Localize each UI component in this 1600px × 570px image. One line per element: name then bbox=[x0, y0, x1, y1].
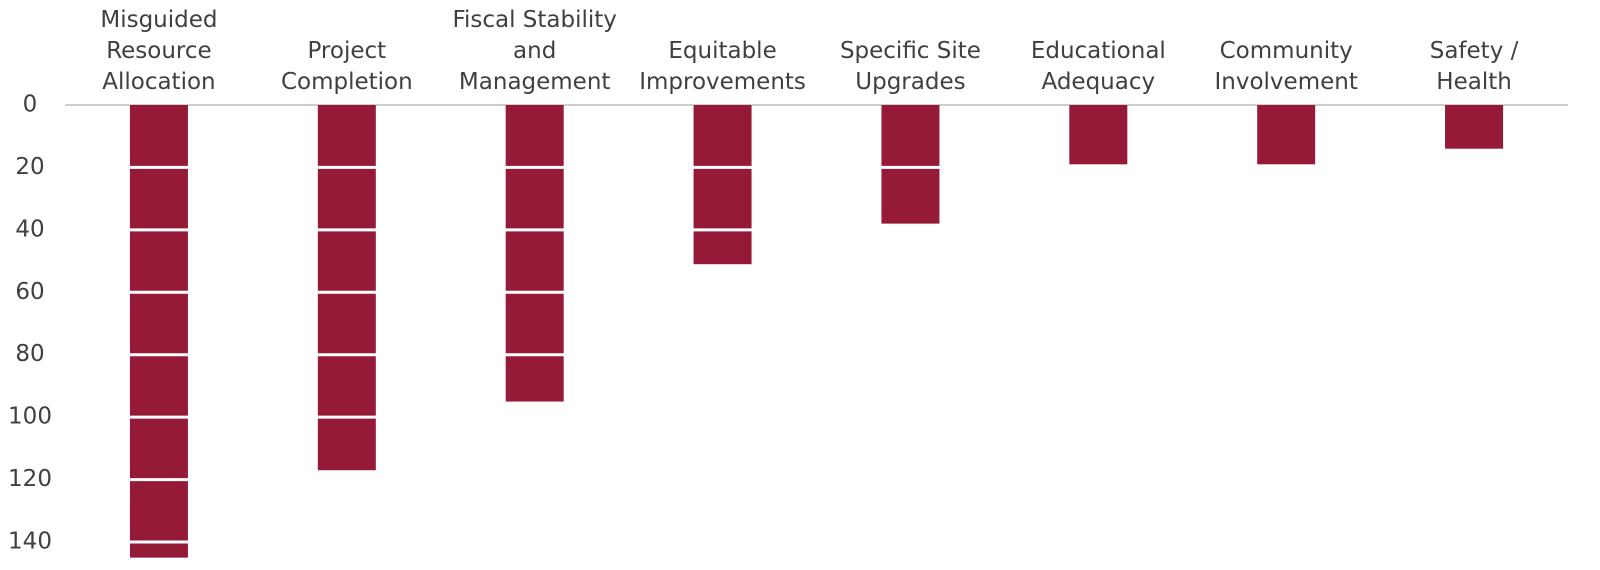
x-tick-label: Community Involvement bbox=[1214, 38, 1358, 95]
bar bbox=[317, 105, 376, 471]
y-tick-label: 100 bbox=[8, 404, 52, 430]
x-tick-label: Equitable Improvements bbox=[639, 38, 806, 95]
x-tick-label: Misguided Resource Allocation bbox=[100, 7, 218, 95]
x-tick-label: Specific Site Upgrades bbox=[839, 38, 981, 95]
y-tick-label: 20 bbox=[15, 154, 44, 180]
x-tick-label: Safety / Health bbox=[1429, 38, 1519, 95]
bar bbox=[505, 105, 564, 402]
y-tick-label: 80 bbox=[15, 341, 44, 367]
bar bbox=[1445, 105, 1504, 149]
bar bbox=[1257, 105, 1316, 165]
x-tick-label: Fiscal Stability and Management bbox=[452, 7, 617, 95]
x-tick-label: Project Completion bbox=[280, 38, 413, 95]
y-tick-label: 40 bbox=[15, 216, 44, 242]
y-tick-label: 60 bbox=[15, 279, 44, 305]
bar bbox=[129, 105, 188, 558]
bar bbox=[1069, 105, 1128, 165]
x-tick-label: Educational Adequacy bbox=[1030, 38, 1166, 95]
y-tick-label: 0 bbox=[23, 92, 38, 118]
y-tick-label: 140 bbox=[8, 529, 52, 555]
bar bbox=[881, 105, 940, 224]
bar bbox=[693, 105, 752, 265]
y-tick-label: 120 bbox=[8, 466, 52, 492]
